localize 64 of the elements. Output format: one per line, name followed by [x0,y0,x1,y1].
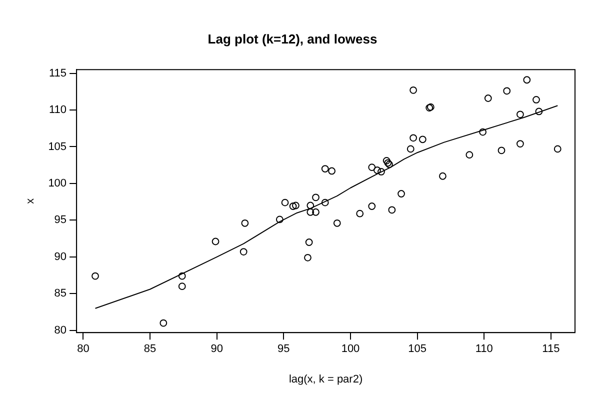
point [92,272,99,280]
point [466,151,474,159]
point [516,140,524,148]
point [306,202,314,210]
point [240,248,248,256]
y-tick-label: 100 [48,178,67,190]
point [439,172,446,180]
point [212,238,220,246]
x-tick-label: 80 [77,343,90,356]
y-tick-label: 115 [49,67,67,80]
point [281,198,289,206]
point [503,87,511,95]
chart-title: Lag plot (k=12), and lowess [208,31,378,46]
point [554,145,562,153]
x-tick-label: 100 [341,343,360,356]
y-tick-label: 85 [54,288,67,300]
point [410,86,418,94]
point [178,272,186,280]
point [321,198,329,206]
point [305,238,313,246]
y-tick-label: 90 [54,250,67,263]
x-tick-label: 95 [278,343,290,356]
y-tick-label: 105 [48,140,67,153]
point [292,202,300,210]
x-tick-label: 105 [408,343,426,356]
point [498,146,506,154]
point [406,145,414,153]
point [388,206,396,214]
x-tick-label: 110 [475,343,493,356]
point [516,110,524,118]
point [304,254,312,262]
point [356,210,364,218]
y-tick-label: 95 [54,214,67,226]
point [306,208,314,216]
point [410,134,418,142]
y-axis-title: x [24,198,37,204]
x-tick-label: 90 [210,343,223,356]
point [328,167,336,175]
point [276,216,284,224]
point [374,166,381,174]
point [241,219,249,227]
y-tick-label: 80 [54,324,67,336]
point [368,164,376,172]
point [418,136,426,144]
point [523,76,531,84]
point [333,219,341,227]
point [535,108,543,116]
point [378,168,385,176]
point [289,202,297,210]
x-tick-label: 115 [542,343,560,356]
point [484,94,492,102]
x-tick-label: 85 [144,343,156,356]
point [532,96,540,104]
point [382,156,390,164]
point [368,202,376,210]
point [479,128,486,136]
point [398,190,405,198]
point [312,208,320,216]
x-axis-title: lag(x, k = par2) [288,373,363,386]
point [312,194,320,202]
point [178,282,186,290]
point [321,165,329,172]
y-tick-label: 110 [49,104,67,116]
point [160,319,168,327]
